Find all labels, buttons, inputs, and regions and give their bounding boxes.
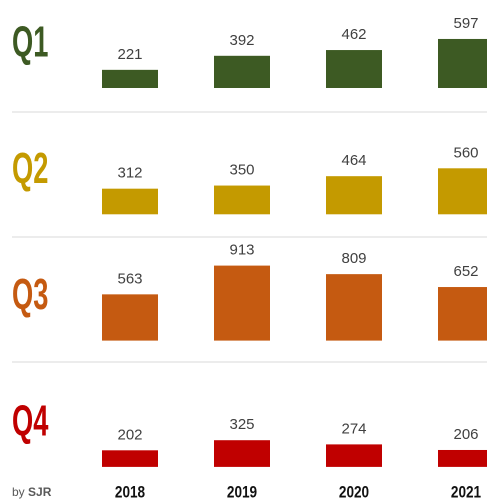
value-label: 809 (341, 250, 366, 267)
bar (326, 176, 382, 215)
x-tick-label: 2018 (115, 483, 146, 502)
bar (214, 440, 270, 467)
value-label: 206 (453, 426, 478, 443)
bar (214, 55, 270, 88)
value-label: 913 (229, 242, 254, 259)
value-label: 464 (341, 152, 366, 169)
value-label: 392 (229, 32, 254, 49)
value-label: 597 (453, 15, 478, 32)
quarter-label: Q2 (12, 143, 48, 192)
byline-author: SJR (28, 485, 52, 499)
bar (102, 294, 158, 341)
quarter-label: Q4 (12, 396, 49, 445)
x-tick-label: 2019 (227, 483, 257, 502)
quarter-label: Q1 (12, 17, 48, 66)
bar (326, 50, 382, 88)
value-label: 221 (117, 46, 142, 63)
quarter-label: Q3 (12, 270, 48, 319)
value-label: 462 (341, 26, 366, 43)
x-tick-label: 2021 (451, 483, 482, 502)
byline: by SJR (12, 485, 52, 499)
byline-prefix: by (12, 485, 25, 499)
bar (438, 38, 487, 88)
value-label: 563 (117, 270, 142, 287)
bar (438, 168, 487, 215)
x-tick-label: 2020 (339, 483, 369, 502)
bar (438, 287, 487, 341)
value-label: 274 (341, 420, 366, 437)
bar (326, 444, 382, 467)
value-label: 560 (453, 144, 478, 161)
bar (438, 449, 487, 467)
bar (214, 185, 270, 215)
value-label: 350 (229, 162, 254, 179)
value-label: 652 (453, 263, 478, 280)
bar (102, 69, 158, 88)
bar (214, 265, 270, 341)
value-label: 202 (117, 426, 142, 443)
bar (326, 274, 382, 341)
bar (102, 450, 158, 467)
value-label: 325 (229, 416, 254, 433)
value-label: 312 (117, 165, 142, 182)
bar (102, 188, 158, 215)
